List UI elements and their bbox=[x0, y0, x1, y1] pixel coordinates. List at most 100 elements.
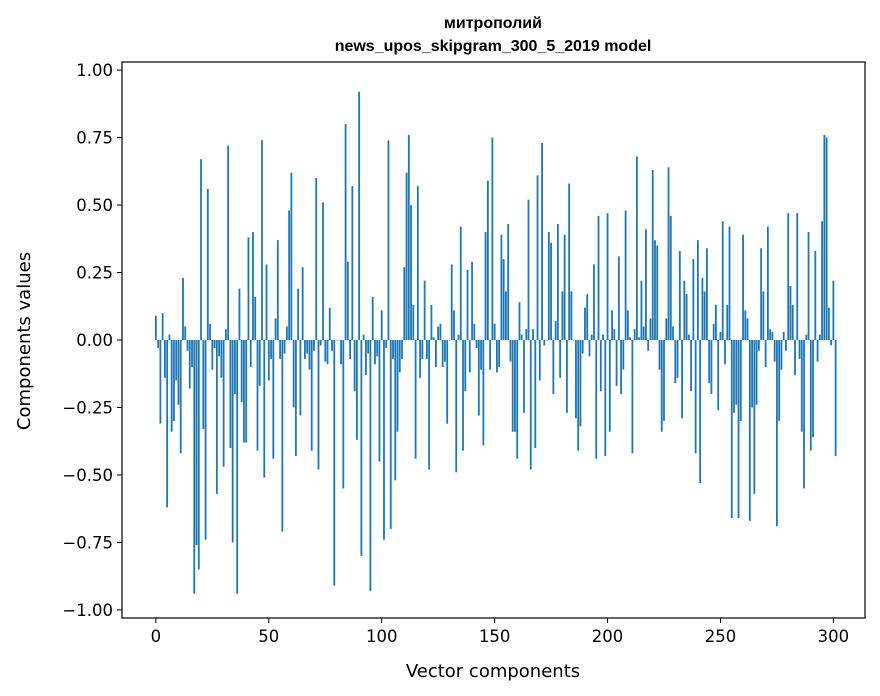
bar-71 bbox=[315, 178, 318, 340]
bar-100 bbox=[380, 310, 383, 340]
bar-53 bbox=[274, 318, 277, 340]
bar-28 bbox=[218, 340, 221, 357]
bar-250 bbox=[719, 331, 722, 340]
bar-59 bbox=[288, 210, 291, 340]
bar-176 bbox=[552, 340, 555, 394]
bar-84 bbox=[344, 124, 347, 340]
bar-288 bbox=[805, 334, 808, 340]
bar-102 bbox=[385, 340, 388, 349]
bar-160 bbox=[516, 340, 519, 459]
y-tick-label: 0.50 bbox=[76, 196, 113, 215]
bar-281 bbox=[789, 286, 792, 340]
bar-140 bbox=[471, 261, 473, 340]
bar-242 bbox=[701, 277, 704, 340]
bar-12 bbox=[182, 277, 184, 340]
bar-78 bbox=[331, 340, 333, 351]
bar-115 bbox=[414, 340, 417, 459]
bar-278 bbox=[782, 331, 785, 340]
bar-133 bbox=[455, 340, 458, 473]
y-tick-label: 0.00 bbox=[76, 331, 113, 350]
bar-156 bbox=[507, 223, 510, 340]
bar-221 bbox=[654, 240, 656, 340]
bar-52 bbox=[272, 340, 275, 459]
bar-33 bbox=[229, 340, 232, 448]
bar-39 bbox=[243, 340, 245, 443]
bar-205 bbox=[617, 256, 620, 340]
bar-215 bbox=[640, 280, 643, 340]
bar-222 bbox=[656, 245, 659, 340]
bar-74 bbox=[322, 202, 324, 340]
bar-19 bbox=[197, 340, 200, 570]
bar-54 bbox=[276, 240, 279, 340]
bar-63 bbox=[297, 288, 300, 340]
bar-139 bbox=[468, 340, 471, 373]
bar-295 bbox=[821, 221, 823, 340]
bar-46 bbox=[258, 340, 261, 386]
bar-153 bbox=[500, 234, 503, 340]
bar-270 bbox=[764, 340, 767, 367]
bar-207 bbox=[622, 340, 625, 370]
bar-141 bbox=[473, 323, 476, 340]
bar-123 bbox=[432, 337, 435, 340]
bar-152 bbox=[498, 340, 501, 367]
bar-279 bbox=[785, 340, 787, 351]
bar-227 bbox=[667, 167, 670, 340]
bar-284 bbox=[796, 213, 799, 340]
bar-121 bbox=[428, 340, 431, 470]
bar-129 bbox=[446, 340, 449, 424]
bar-219 bbox=[649, 318, 652, 340]
bar-5 bbox=[166, 340, 169, 508]
bar-233 bbox=[681, 340, 683, 419]
bar-113 bbox=[410, 205, 412, 340]
bar-248 bbox=[715, 304, 717, 340]
x-tick-label: 200 bbox=[592, 627, 624, 646]
bar-47 bbox=[261, 140, 263, 340]
bar-189 bbox=[581, 340, 584, 354]
bar-263 bbox=[748, 340, 751, 521]
bar-190 bbox=[584, 307, 586, 340]
bar-76 bbox=[326, 340, 329, 365]
bar-259 bbox=[739, 340, 742, 421]
bar-138 bbox=[466, 269, 469, 340]
bar-98 bbox=[376, 340, 379, 357]
bar-201 bbox=[608, 340, 611, 432]
bar-16 bbox=[191, 340, 193, 367]
bar-108 bbox=[398, 340, 401, 373]
y-axis-label: Components values bbox=[14, 252, 35, 430]
bar-294 bbox=[818, 334, 821, 340]
bar-67 bbox=[306, 340, 309, 354]
bar-82 bbox=[340, 340, 342, 365]
bar-114 bbox=[412, 304, 415, 340]
bar-6 bbox=[168, 334, 171, 340]
bar-212 bbox=[633, 329, 636, 340]
bar-199 bbox=[604, 340, 607, 457]
bar-147 bbox=[486, 180, 489, 340]
bar-20 bbox=[200, 159, 202, 340]
bar-253 bbox=[726, 304, 729, 340]
bar-180 bbox=[561, 291, 564, 340]
x-axis-ticks: 0 50 100 150 200 250 300 bbox=[151, 618, 849, 646]
bar-191 bbox=[586, 294, 589, 340]
bar-85 bbox=[346, 261, 349, 340]
bar-204 bbox=[615, 340, 618, 386]
y-tick-label: 1.00 bbox=[76, 61, 113, 80]
bar-268 bbox=[760, 248, 763, 340]
bar-69 bbox=[310, 340, 313, 451]
bar-92 bbox=[362, 334, 365, 340]
plot-frame bbox=[121, 61, 866, 619]
bar-73 bbox=[319, 340, 322, 346]
bar-32 bbox=[227, 145, 230, 340]
bar-89 bbox=[355, 340, 358, 440]
bar-187 bbox=[577, 340, 580, 451]
bar-134 bbox=[457, 334, 460, 340]
y-tick-label: −0.50 bbox=[62, 466, 113, 485]
bar-286 bbox=[800, 340, 803, 432]
bar-164 bbox=[525, 329, 528, 340]
bar-266 bbox=[755, 340, 758, 405]
bar-170 bbox=[538, 340, 541, 381]
bar-43 bbox=[252, 232, 254, 340]
bar-218 bbox=[647, 340, 650, 351]
bar-131 bbox=[450, 264, 453, 340]
bar-203 bbox=[613, 329, 616, 340]
